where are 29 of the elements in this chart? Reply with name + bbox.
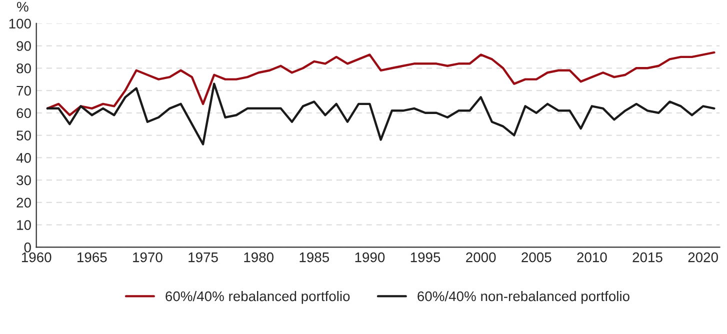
line-series xyxy=(46,82,716,146)
x-tick-label: 1960 xyxy=(22,252,52,262)
x-tick-label: 2005 xyxy=(522,252,552,262)
y-tick-label: 40 xyxy=(16,152,31,163)
y-tick-label: 60 xyxy=(16,108,31,118)
x-tick-label: 1975 xyxy=(188,252,218,262)
y-axis-title: % xyxy=(17,2,28,12)
legend-label: 60%/40% rebalanced portfolio xyxy=(166,290,350,304)
y-tick-label: 0 xyxy=(24,242,31,252)
y-tick-label: 80 xyxy=(16,63,31,74)
x-tick-label: 1970 xyxy=(133,252,162,262)
y-tick-label: 100 xyxy=(9,18,31,29)
x-tick-label: 1980 xyxy=(244,252,274,262)
y-tick-label: 90 xyxy=(16,41,31,51)
y-tick-label: 20 xyxy=(16,198,31,208)
line-series xyxy=(46,51,716,116)
x-tick-label: 1965 xyxy=(78,252,107,262)
x-tick-label: 1990 xyxy=(355,252,385,262)
legend-label: 60%/40% non-rebalanced portfolio xyxy=(418,290,630,304)
x-tick-label: 2015 xyxy=(632,252,662,262)
y-tick-label: 70 xyxy=(16,86,31,96)
y-tick-label: 30 xyxy=(16,175,31,186)
x-tick-label: 1985 xyxy=(300,252,330,262)
x-tick-label: 2020 xyxy=(688,252,718,262)
x-tick-label: 1995 xyxy=(410,252,440,262)
y-tick-label: 10 xyxy=(17,220,31,230)
x-tick-label: 2010 xyxy=(577,252,607,262)
x-tick-label: 2000 xyxy=(466,252,496,262)
y-tick-label: 50 xyxy=(16,130,31,140)
